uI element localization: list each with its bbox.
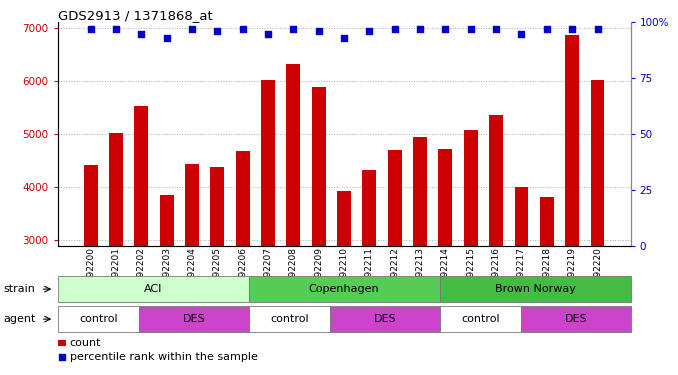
Point <box>592 26 603 32</box>
Text: ACI: ACI <box>144 284 162 294</box>
Point <box>516 31 527 37</box>
Point <box>567 26 578 32</box>
Point <box>186 26 197 32</box>
Bar <box>591 80 605 375</box>
Bar <box>286 64 300 375</box>
Text: GDS2913 / 1371868_at: GDS2913 / 1371868_at <box>58 9 212 22</box>
Bar <box>160 195 174 375</box>
Text: strain: strain <box>3 284 35 294</box>
Bar <box>185 164 199 375</box>
Bar <box>363 170 376 375</box>
Bar <box>490 115 503 375</box>
Point <box>465 26 476 32</box>
Point <box>111 26 121 32</box>
Bar <box>413 137 427 375</box>
Point <box>56 354 67 360</box>
Point <box>85 26 96 32</box>
Point <box>136 31 146 37</box>
Text: control: control <box>461 314 500 324</box>
Text: DES: DES <box>565 314 587 324</box>
Point <box>415 26 426 32</box>
Point <box>491 26 502 32</box>
Point <box>161 35 172 41</box>
Text: control: control <box>271 314 309 324</box>
Bar <box>565 35 579 375</box>
Point <box>313 28 324 34</box>
Point <box>389 26 400 32</box>
Text: agent: agent <box>3 314 36 324</box>
Point <box>542 26 553 32</box>
Bar <box>236 151 250 375</box>
Text: percentile rank within the sample: percentile rank within the sample <box>70 352 258 362</box>
Text: control: control <box>79 314 118 324</box>
Bar <box>83 165 98 375</box>
Point <box>440 26 451 32</box>
Text: count: count <box>70 338 101 348</box>
Point <box>364 28 375 34</box>
Bar <box>540 197 554 375</box>
Bar <box>337 191 351 375</box>
Bar <box>261 80 275 375</box>
Text: Copenhagen: Copenhagen <box>308 284 380 294</box>
Point <box>338 35 349 41</box>
Bar <box>464 130 478 375</box>
Bar <box>134 106 148 375</box>
Point <box>237 26 248 32</box>
Bar <box>210 167 224 375</box>
Point <box>212 28 223 34</box>
Point <box>288 26 299 32</box>
Text: Brown Norway: Brown Norway <box>495 284 576 294</box>
Bar <box>388 150 402 375</box>
Bar <box>312 87 325 375</box>
Bar <box>439 149 452 375</box>
Point <box>262 31 273 37</box>
Bar <box>109 133 123 375</box>
Bar <box>515 187 528 375</box>
Text: DES: DES <box>374 314 397 324</box>
Text: DES: DES <box>183 314 205 324</box>
